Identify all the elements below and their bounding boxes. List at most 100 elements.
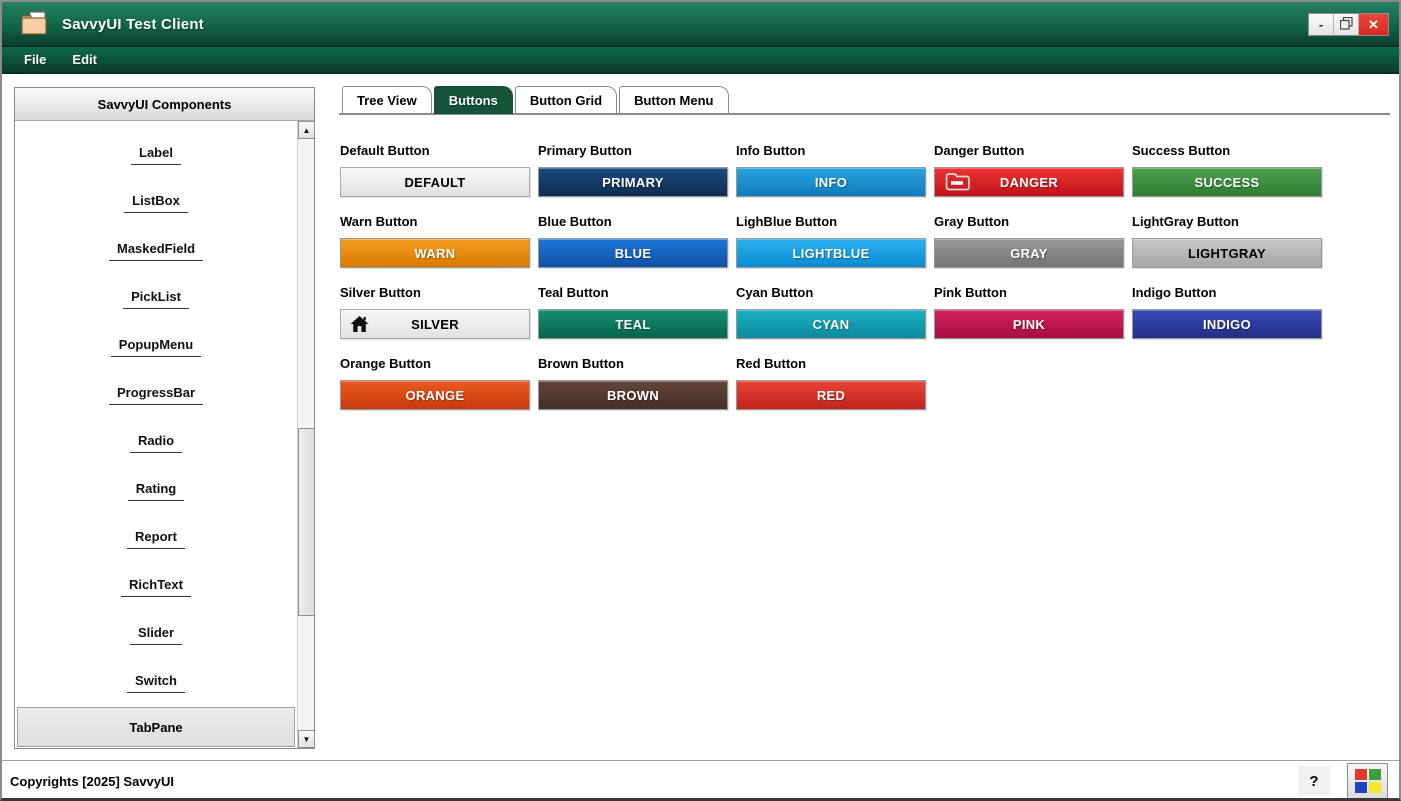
button-label: Red Button <box>736 356 807 371</box>
button-text: GRAY <box>1010 245 1048 261</box>
button-label: Danger Button <box>934 143 1025 158</box>
blue-button[interactable]: BLUE <box>538 238 728 268</box>
minimize-button[interactable]: - <box>1309 14 1334 35</box>
sidebar-item-label[interactable]: PopupMenu <box>110 337 202 357</box>
button-label: LightGray Button <box>1132 214 1239 229</box>
sidebar-item-popupmenu[interactable]: PopupMenu <box>15 323 297 371</box>
sidebar-item-report[interactable]: Report <box>15 515 297 563</box>
color-square <box>1368 769 1381 780</box>
button-text: LIGHTBLUE <box>792 245 870 261</box>
gray-button[interactable]: GRAY <box>934 238 1124 268</box>
color-square <box>1354 769 1367 780</box>
button-label: Silver Button <box>340 285 421 300</box>
button-cell-gray: Gray Button GRAY <box>934 214 1124 268</box>
lightblue-button[interactable]: LIGHTBLUE <box>736 238 926 268</box>
button-label: Indigo Button <box>1132 285 1217 300</box>
help-button[interactable]: ? <box>1298 766 1330 796</box>
sidebar-item-label[interactable]: Label <box>15 131 297 179</box>
sidebar-item-label[interactable]: RichText <box>121 577 191 597</box>
button-cell-lightblue: LighBlue Button LIGHTBLUE <box>736 214 926 268</box>
button-cell-warn: Warn Button WARN <box>340 214 530 268</box>
button-label: LighBlue Button <box>736 214 838 229</box>
pink-button[interactable]: PINK <box>934 309 1124 339</box>
button-cell-red: Red Button RED <box>736 356 926 410</box>
color-square <box>1354 782 1367 793</box>
sidebar-item-label[interactable]: Rating <box>127 481 185 501</box>
sidebar-item-tabpane-selected[interactable]: TabPane <box>17 707 295 747</box>
cyan-button[interactable]: CYAN <box>736 309 926 339</box>
scroll-down-icon[interactable]: ▼ <box>298 730 315 748</box>
sidebar-item-slider[interactable]: Slider <box>15 611 297 659</box>
button-label: Gray Button <box>934 214 1010 229</box>
button-cell-brown: Brown Button BROWN <box>538 356 728 410</box>
sidebar-item-switch[interactable]: Switch <box>15 659 297 707</box>
sidebar-item-label[interactable]: Slider <box>129 625 183 645</box>
button-cell-silver: Silver Button SILVER <box>340 285 530 339</box>
sidebar-item-progressbar[interactable]: ProgressBar <box>15 371 297 419</box>
button-label: Primary Button <box>538 143 632 158</box>
button-cell-lightgray: LightGray Button LIGHTGRAY <box>1132 214 1322 268</box>
sidebar-item-rating[interactable]: Rating <box>15 467 297 515</box>
default-button[interactable]: DEFAULT <box>340 167 530 197</box>
button-cell-blue: Blue Button BLUE <box>538 214 728 268</box>
about-button[interactable] <box>1347 763 1388 798</box>
button-text: ORANGE <box>405 387 465 403</box>
button-text: PRIMARY <box>602 174 664 190</box>
sidebar-item-picklist[interactable]: PickList <box>15 275 297 323</box>
teal-button[interactable]: TEAL <box>538 309 728 339</box>
button-label: Info Button <box>736 143 806 158</box>
home-icon <box>350 316 369 333</box>
button-cell-info: Info Button INFO <box>736 143 926 197</box>
danger-button[interactable]: DANGER <box>934 167 1124 197</box>
close-button[interactable]: ✕ <box>1359 14 1388 35</box>
menu-item-edit[interactable]: Edit <box>72 52 97 67</box>
button-cell-primary: Primary Button PRIMARY <box>538 143 728 197</box>
maximize-button[interactable] <box>1334 14 1359 35</box>
silver-button[interactable]: SILVER <box>340 309 530 339</box>
indigo-button[interactable]: INDIGO <box>1132 309 1322 339</box>
button-text: INDIGO <box>1202 316 1252 332</box>
menu-item-file[interactable]: File <box>24 52 47 67</box>
sidebar-item-listbox[interactable]: ListBox <box>15 179 297 227</box>
sidebar-scrollbar[interactable]: ▲ ▼ <box>297 121 315 748</box>
sidebar-item-label[interactable]: Label <box>131 145 181 165</box>
tab-tree-view[interactable]: Tree View <box>342 86 432 113</box>
sidebar-item-label[interactable]: Radio <box>129 433 183 453</box>
warn-button[interactable]: WARN <box>340 238 530 268</box>
scrollbar-thumb[interactable] <box>298 428 315 616</box>
button-text: WARN <box>414 245 456 261</box>
tab-buttons[interactable]: Buttons <box>433 86 513 114</box>
components-sidebar: SavvyUI Components Label ListBox MaskedFie… <box>14 87 315 749</box>
window-title: SavvyUI Test Client <box>62 15 204 33</box>
button-label: Cyan Button <box>736 285 814 300</box>
info-button[interactable]: INFO <box>736 167 926 197</box>
success-button[interactable]: SUCCESS <box>1132 167 1322 197</box>
lightgray-button[interactable]: LIGHTGRAY <box>1132 238 1322 268</box>
tab-button-menu[interactable]: Button Menu <box>619 86 729 113</box>
sidebar-item-maskedfield[interactable]: MaskedField <box>15 227 297 275</box>
sidebar-item-richtext[interactable]: RichText <box>15 563 297 611</box>
sidebar-item-label[interactable]: MaskedField <box>108 241 204 261</box>
red-button[interactable]: RED <box>736 380 926 410</box>
scroll-up-icon[interactable]: ▲ <box>298 121 315 139</box>
brown-button[interactable]: BROWN <box>538 380 728 410</box>
button-text: TEAL <box>615 316 651 332</box>
sidebar-item-label[interactable]: ProgressBar <box>108 385 204 405</box>
button-text: INFO <box>814 174 848 190</box>
color-square <box>1368 782 1381 793</box>
sidebar-item-label[interactable]: Report <box>127 529 185 549</box>
button-label: Teal Button <box>538 285 609 300</box>
color-grid-icon <box>1354 769 1381 793</box>
primary-button[interactable]: PRIMARY <box>538 167 728 197</box>
sidebar-item-label[interactable]: PickList <box>123 289 189 309</box>
sidebar-item-label[interactable]: Switch <box>127 673 185 693</box>
sidebar-item-label[interactable]: ListBox <box>124 193 188 213</box>
restore-icon <box>1339 16 1353 33</box>
orange-button[interactable]: ORANGE <box>340 380 530 410</box>
tab-button-grid[interactable]: Button Grid <box>514 86 618 113</box>
button-cell-teal: Teal Button TEAL <box>538 285 728 339</box>
sidebar-item-radio[interactable]: Radio <box>15 419 297 467</box>
main-panel: Tree View Buttons Button Grid Button Menu D… <box>339 86 1391 410</box>
button-cell-pink: Pink Button PINK <box>934 285 1124 339</box>
